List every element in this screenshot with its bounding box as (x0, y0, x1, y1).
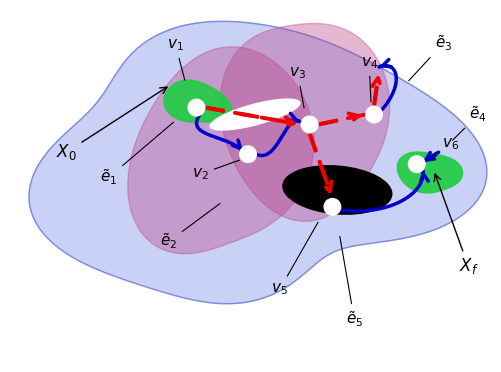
Ellipse shape (209, 99, 300, 131)
Text: $\tilde{e}_5$: $\tilde{e}_5$ (339, 236, 362, 329)
Text: $v_3$: $v_3$ (289, 65, 306, 108)
Circle shape (301, 116, 317, 132)
Polygon shape (220, 23, 389, 221)
Text: $v_6$: $v_6$ (432, 137, 458, 158)
Polygon shape (396, 152, 461, 193)
Text: $v_5$: $v_5$ (271, 222, 318, 297)
Text: $v_2$: $v_2$ (192, 160, 239, 182)
Circle shape (408, 156, 424, 172)
Text: $X_0$: $X_0$ (56, 87, 167, 162)
Text: $\tilde{e}_4$: $\tilde{e}_4$ (451, 105, 486, 140)
Text: $\tilde{e}_3$: $\tilde{e}_3$ (408, 33, 451, 81)
Circle shape (188, 100, 204, 116)
Ellipse shape (283, 166, 391, 214)
Text: $v_4$: $v_4$ (360, 55, 377, 102)
Circle shape (365, 107, 381, 122)
Polygon shape (128, 47, 314, 254)
Text: $X_f$: $X_f$ (433, 174, 477, 276)
Polygon shape (163, 80, 231, 122)
Polygon shape (29, 21, 486, 304)
Text: $\tilde{e}_2$: $\tilde{e}_2$ (160, 203, 219, 251)
Circle shape (324, 199, 340, 215)
Circle shape (239, 146, 256, 162)
Text: $\tilde{e}_1$: $\tilde{e}_1$ (100, 122, 173, 187)
Text: $v_1$: $v_1$ (167, 37, 184, 80)
